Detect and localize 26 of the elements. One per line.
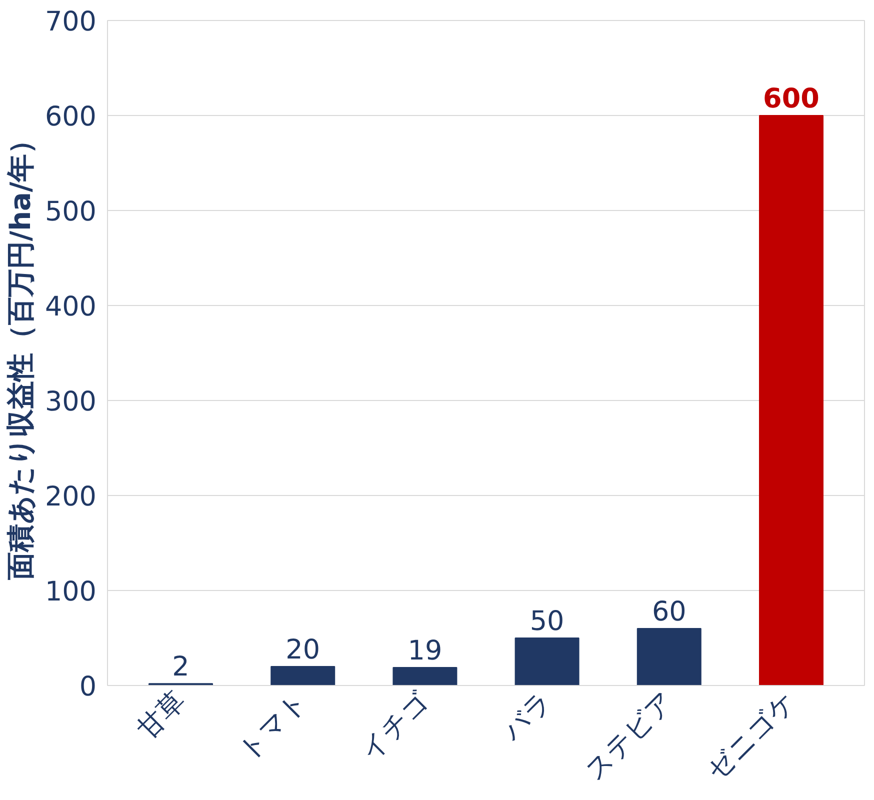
bar	[514, 638, 580, 686]
bar	[758, 115, 824, 686]
y-tick-label: 0	[79, 672, 97, 702]
bar	[392, 666, 458, 686]
bar	[636, 628, 702, 686]
x-tick-label: 甘草	[132, 686, 192, 746]
x-tick-label: バラ	[496, 686, 558, 748]
x-tick-label: トマト	[232, 686, 314, 767]
data-label: 60	[652, 596, 686, 628]
y-tick-label: 700	[44, 6, 97, 38]
x-tick-label: イチゴ	[354, 686, 436, 767]
data-label: 20	[286, 634, 320, 666]
data-label: 19	[408, 635, 442, 666]
x-tick-label: ステビア	[578, 686, 680, 787]
data-label: 600	[763, 84, 820, 114]
bar	[270, 666, 336, 686]
y-tick-label: 300	[44, 386, 97, 418]
y-tick-label: 600	[44, 102, 97, 132]
data-label: 2	[172, 652, 190, 683]
y-tick-label: 200	[44, 482, 97, 512]
x-tick-label: ゼニゴケ	[701, 686, 802, 787]
y-axis-title: 面積あたり収益性（百万円/ha/年）	[4, 126, 37, 582]
y-tick-label: 400	[44, 292, 97, 322]
data-label: 50	[530, 606, 564, 637]
y-tick-label: 100	[44, 576, 97, 608]
y-tick-label: 500	[44, 196, 97, 228]
